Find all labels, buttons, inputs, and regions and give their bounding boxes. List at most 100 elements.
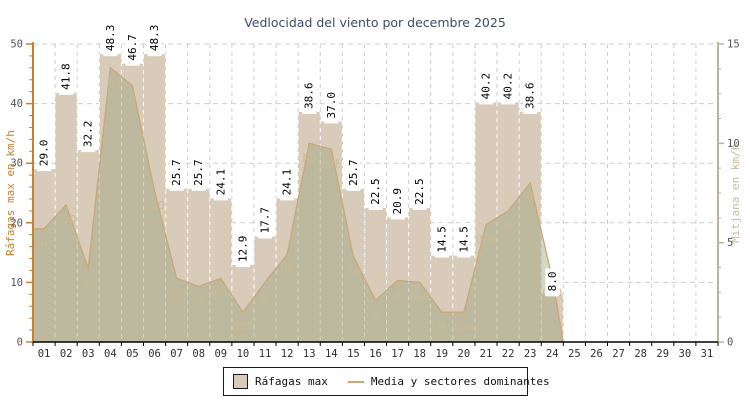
- bar-value-label: 38.6: [524, 82, 537, 109]
- x-tick-label: 12: [281, 348, 294, 360]
- value-label-bg: [59, 60, 74, 95]
- bar-day-24: [541, 294, 564, 342]
- sector-label-day-01: NE: [37, 237, 50, 250]
- bar-day-03: [77, 150, 100, 342]
- legend-label-rafagas: Ráfagas max: [255, 375, 328, 388]
- sector-label-day-20: ONO: [454, 320, 474, 333]
- bar-day-06: [143, 54, 166, 343]
- x-tick-label: 07: [170, 348, 183, 360]
- sector-label-day-23: O: [527, 191, 534, 204]
- bar-value-label: 14.5: [435, 226, 448, 253]
- value-label-bg: [280, 165, 295, 201]
- bar-value-label: 38.6: [303, 82, 316, 109]
- x-tick-label: 29: [656, 348, 669, 360]
- x-tick-label: 30: [679, 348, 692, 360]
- bar-day-17: [386, 217, 409, 342]
- x-tick-label: 24: [546, 348, 559, 360]
- chart-title: Vedlocidad del viento por decembre 2025: [244, 15, 506, 30]
- x-tick-label: 02: [60, 348, 73, 360]
- bar-value-label: 14.5: [457, 226, 470, 253]
- sector-label-day-08: NO: [192, 294, 205, 307]
- value-label-bg: [456, 223, 471, 258]
- bar-value-label: 20.9: [391, 188, 404, 215]
- sector-label-day-18: NNE: [410, 290, 430, 303]
- bar-value-label: 40.2: [502, 73, 515, 100]
- bar-value-label: 48.3: [104, 25, 117, 52]
- value-label-bg: [324, 89, 339, 124]
- x-tick-label: 26: [590, 348, 603, 360]
- x-tick-label: 16: [369, 348, 382, 360]
- x-tick-label: 31: [701, 348, 714, 360]
- sector-label-day-07: OSO: [167, 286, 187, 299]
- bar-day-23: [519, 111, 542, 342]
- media-line: [33, 66, 564, 343]
- sector-label-day-19: N: [438, 320, 445, 333]
- x-tick-label: 19: [435, 348, 448, 360]
- x-tick-label: 20: [458, 348, 471, 360]
- value-label-bg: [390, 185, 405, 220]
- x-tick-label: 23: [524, 348, 537, 360]
- right-tick-label: 5: [727, 237, 733, 249]
- x-tick-label: 22: [502, 348, 515, 360]
- value-label-bg: [545, 268, 560, 297]
- sector-label-day-17: N: [394, 288, 401, 301]
- left-tick-label: 20: [10, 217, 23, 229]
- sector-label-day-06: OSO: [145, 199, 165, 212]
- bar-day-10: [231, 265, 254, 342]
- value-label-bg: [191, 156, 206, 191]
- value-label-bg: [523, 79, 538, 114]
- x-tick-label: 27: [612, 348, 625, 360]
- bar-value-label: 24.1: [214, 169, 227, 196]
- bar-day-09: [209, 198, 232, 342]
- value-label-bg: [125, 31, 140, 66]
- value-label-bg: [103, 21, 118, 57]
- bar-value-label: 22.5: [369, 178, 382, 205]
- x-tick-label: 11: [259, 348, 272, 360]
- sector-label-day-14: ENE: [321, 157, 341, 170]
- value-label-bg: [478, 70, 493, 105]
- x-tick-label: 15: [347, 348, 360, 360]
- bar-day-02: [55, 92, 78, 342]
- bar-value-label: 22.5: [413, 178, 426, 205]
- bar-day-19: [430, 255, 453, 342]
- bar-value-label: 40.2: [479, 73, 492, 100]
- value-label-bg: [302, 79, 317, 114]
- bar-value-label: 8.0: [546, 271, 559, 291]
- x-tick-label: 03: [82, 348, 95, 360]
- x-tick-label: 21: [480, 348, 493, 360]
- bar-day-07: [165, 188, 188, 342]
- bar-value-label: 25.7: [347, 159, 360, 186]
- sector-label-day-16: O: [372, 308, 379, 321]
- bar-value-label: 37.0: [325, 92, 338, 119]
- bar-day-22: [497, 102, 520, 343]
- bar-value-label: 17.7: [259, 207, 272, 234]
- sector-label-day-15: SO: [347, 265, 360, 278]
- x-tick-label: 08: [192, 348, 205, 360]
- x-tick-label: 18: [413, 348, 426, 360]
- left-tick-label: 30: [10, 158, 23, 170]
- bar-day-16: [364, 207, 387, 342]
- value-label-bg: [37, 136, 52, 172]
- value-label-bg: [235, 232, 250, 268]
- bar-day-21: [474, 102, 498, 343]
- right-tick-label: 15: [727, 39, 740, 51]
- x-tick-label: 09: [214, 348, 227, 360]
- bar-value-label: 24.1: [281, 169, 294, 196]
- bar-day-11: [253, 236, 277, 342]
- sector-label-day-04: O: [107, 76, 114, 89]
- bar-value-label: 41.8: [60, 63, 73, 90]
- left-tick-label: 0: [17, 337, 23, 349]
- x-tick-label: 05: [126, 348, 139, 360]
- value-label-bg: [412, 175, 427, 210]
- x-tick-label: 13: [303, 348, 316, 360]
- sector-label-day-03: NO: [82, 276, 95, 289]
- bar-value-label: 25.7: [170, 159, 183, 186]
- x-tick-label: 14: [325, 348, 338, 360]
- right-tick-label: 0: [727, 337, 733, 349]
- bar-day-05: [121, 63, 144, 342]
- value-label-bg: [368, 175, 383, 210]
- value-label-bg: [434, 223, 449, 258]
- bar-value-label: 48.3: [148, 25, 161, 52]
